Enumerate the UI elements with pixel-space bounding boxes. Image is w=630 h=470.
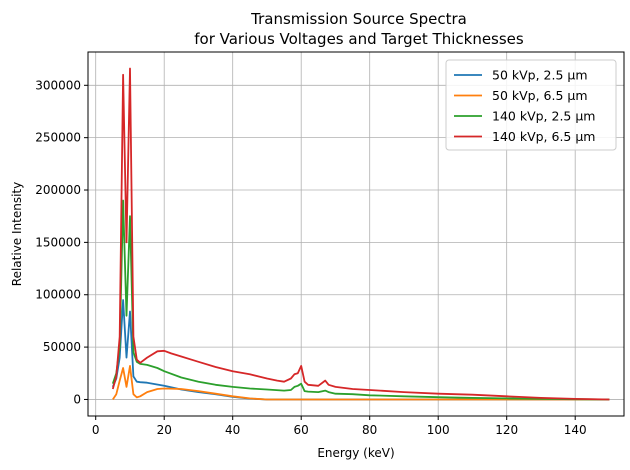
y-axis-ticks: 0 50000 100000 150000 200000 250000 300000 [35, 78, 88, 406]
series-line-3 [111, 67, 610, 401]
x-tick-label: 80 [362, 423, 377, 437]
legend-label-0: 50 kVp, 2.5 µm [492, 68, 588, 83]
y-tick-label: 250000 [35, 131, 81, 145]
plot-frame [87, 51, 625, 417]
legend-label-1: 50 kVp, 6.5 µm [492, 88, 588, 103]
chart-title: Transmission Source Spectra [250, 10, 467, 28]
x-tick-label: 60 [294, 423, 309, 437]
series-lines [111, 67, 610, 401]
series-line-1 [112, 364, 610, 401]
x-tick-label: 140 [564, 423, 587, 437]
y-tick-label: 200000 [35, 183, 81, 197]
x-tick-label: 100 [427, 423, 450, 437]
x-tick-label: 120 [495, 423, 518, 437]
y-tick-label: 0 [73, 392, 81, 406]
x-axis-label: Energy (keV) [317, 446, 394, 460]
title-block: Transmission Source Spectra for Various … [194, 10, 524, 48]
y-axis-label: Relative Intensity [10, 182, 24, 286]
y-tick-label: 100000 [35, 288, 81, 302]
y-tick-label: 150000 [35, 235, 81, 249]
y-tick-label: 300000 [35, 78, 81, 92]
x-tick-label: 40 [225, 423, 240, 437]
x-tick-label: 20 [157, 423, 172, 437]
series-line-2 [111, 199, 610, 401]
x-axis-ticks: 0 20 40 60 80 100 120 140 [92, 416, 587, 437]
y-tick-label: 50000 [43, 340, 81, 354]
legend-label-2: 140 kVp, 2.5 µm [492, 109, 596, 124]
chart-subtitle: for Various Voltages and Target Thicknes… [194, 30, 524, 48]
legend-box [445, 59, 617, 151]
series-line-0 [111, 299, 610, 401]
legend-label-3: 140 kVp, 6.5 µm [492, 129, 596, 144]
legend: 50 kVp, 2.5 µm 50 kVp, 6.5 µm 140 kVp, 2.5… [445, 59, 617, 151]
x-tick-label: 0 [92, 423, 100, 437]
